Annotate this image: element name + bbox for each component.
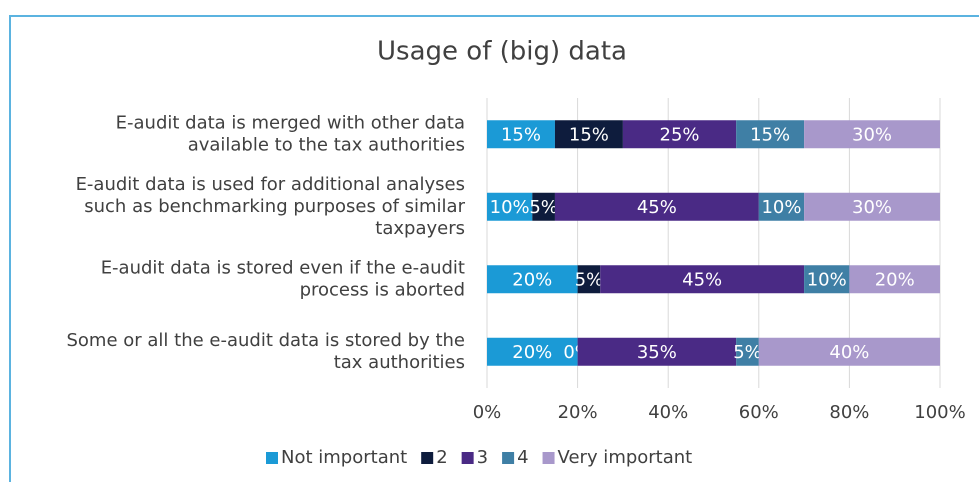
bar-segment [487,192,533,221]
bar-segment [849,265,940,294]
value-label: 20% [512,269,552,290]
bar-segment [736,337,759,366]
x-tick-label: 0% [473,402,502,423]
legend-swatch [461,452,474,464]
category-label: Some or all the e-audit data is stored b… [66,330,465,351]
value-label: 10% [490,197,530,218]
bar-segment [554,120,623,149]
category-label: available to the tax authorities [188,134,465,155]
x-tick-label: 60% [739,402,779,423]
value-label: 10% [761,197,801,218]
value-label: 15% [569,124,609,145]
category-label: process is aborted [300,279,465,300]
bar-segment [600,265,805,294]
value-label: 45% [637,197,677,218]
bar-segment [758,192,805,221]
category-label: E-audit data is merged with other data [116,112,465,133]
value-label: 15% [750,124,790,145]
legend-label: 2 [436,447,447,468]
bar-segment [487,120,555,149]
x-tick-label: 40% [648,402,688,423]
bar-segment [554,192,759,221]
value-label: 40% [829,342,869,363]
bar-segment [487,265,578,294]
value-label: 30% [852,197,892,218]
legend-swatch [421,452,434,464]
legend-label: 4 [517,447,528,468]
legend-swatch [266,452,278,464]
value-label: 45% [682,269,722,290]
category-label: such as benchmarking purposes of similar [84,196,465,217]
legend-swatch [542,452,555,464]
value-label: 10% [807,269,847,290]
category-label: taxpayers [375,218,465,239]
bar-segment [736,120,805,149]
value-label: 25% [660,124,700,145]
value-label: 30% [852,124,892,145]
x-tick-label: 80% [829,402,869,423]
category-label: E-audit data is used for additional anal… [76,174,465,195]
legend-label: Not important [281,447,407,468]
chart-title: Usage of (big) data [377,37,627,67]
value-label: 20% [512,342,552,363]
x-tick-label: 20% [558,402,598,423]
value-label: 35% [637,342,677,363]
x-tick-label: 100% [914,402,965,423]
value-label: 5% [733,342,762,363]
value-label: 15% [501,124,541,145]
bar-segment [758,337,940,366]
bar-segment [532,192,555,221]
bar-segment [804,120,940,149]
bar-segment [577,337,737,366]
value-label: 5% [529,197,558,218]
bar-segment [622,120,737,149]
bar-segment [577,265,601,294]
bar-segment [804,192,940,221]
frame [9,15,979,482]
legend-swatch [502,452,515,464]
category-label: tax authorities [334,352,465,373]
legend-label: 3 [477,447,488,468]
value-label: 20% [875,269,915,290]
category-label: E-audit data is stored even if the e-aud… [101,257,465,278]
legend-label: Very important [558,447,693,468]
bar-segment [487,337,578,366]
value-label: 5% [575,269,604,290]
bar-segment [804,265,850,294]
